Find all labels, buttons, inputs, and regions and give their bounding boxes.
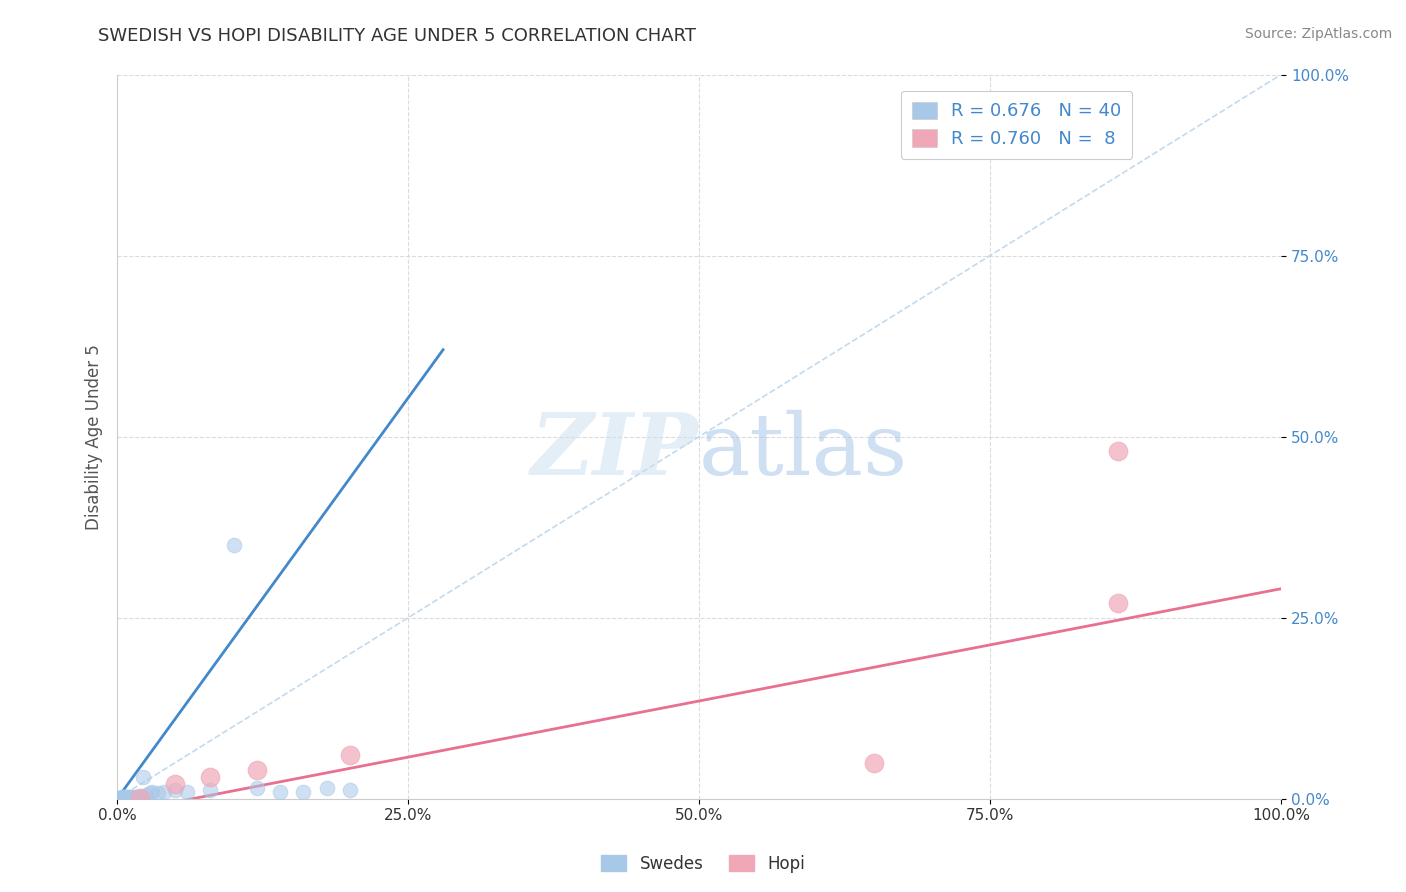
Legend: Swedes, Hopi: Swedes, Hopi: [595, 848, 811, 880]
Text: atlas: atlas: [699, 409, 908, 492]
Point: [118, 790, 141, 805]
Point: [111, 790, 134, 805]
Point: [269, 784, 291, 798]
Point: [122, 791, 145, 805]
Point: [127, 791, 149, 805]
Point: [129, 790, 152, 805]
Point: [112, 791, 135, 805]
Y-axis label: Disability Age Under 5: Disability Age Under 5: [86, 343, 103, 530]
Point: [107, 791, 129, 805]
Legend: R = 0.676   N = 40, R = 0.760   N =  8: R = 0.676 N = 40, R = 0.760 N = 8: [901, 91, 1132, 159]
Point: [115, 790, 138, 805]
Point: [292, 784, 315, 798]
Point: [132, 770, 155, 784]
Point: [246, 763, 269, 777]
Point: [111, 790, 134, 805]
Point: [111, 791, 134, 805]
Point: [118, 790, 141, 805]
Text: Source: ZipAtlas.com: Source: ZipAtlas.com: [1244, 27, 1392, 41]
Point: [339, 783, 361, 797]
Point: [165, 783, 187, 797]
Point: [1107, 596, 1129, 610]
Point: [118, 791, 141, 805]
Point: [200, 770, 222, 784]
Point: [110, 791, 132, 805]
Point: [125, 791, 148, 805]
Point: [121, 790, 143, 805]
Point: [108, 791, 131, 805]
Point: [165, 777, 187, 791]
Point: [315, 780, 337, 795]
Point: [339, 748, 361, 763]
Point: [146, 786, 169, 800]
Point: [1107, 444, 1129, 458]
Point: [176, 784, 198, 798]
Point: [117, 791, 139, 805]
Point: [246, 780, 269, 795]
Point: [141, 784, 163, 798]
Point: [139, 786, 162, 800]
Point: [111, 791, 134, 805]
Point: [115, 791, 138, 805]
Point: [124, 790, 146, 805]
Point: [129, 791, 152, 805]
Text: ZIP: ZIP: [531, 409, 699, 493]
Point: [125, 790, 148, 805]
Text: SWEDISH VS HOPI DISABILITY AGE UNDER 5 CORRELATION CHART: SWEDISH VS HOPI DISABILITY AGE UNDER 5 C…: [98, 27, 696, 45]
Point: [135, 788, 157, 802]
Point: [222, 538, 245, 552]
Point: [114, 790, 136, 805]
Point: [112, 790, 135, 805]
Point: [862, 756, 884, 770]
Point: [200, 783, 222, 797]
Point: [120, 791, 142, 805]
Point: [152, 784, 174, 798]
Point: [114, 791, 136, 805]
